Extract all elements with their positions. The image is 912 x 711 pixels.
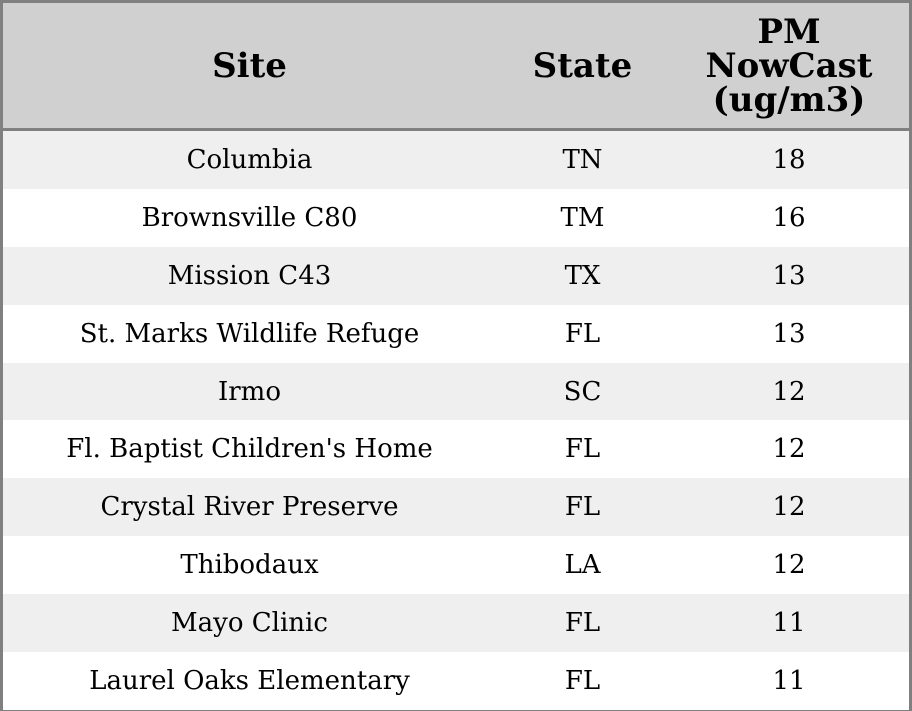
state-cell: FL — [564, 434, 601, 465]
pm-value-cell: 11 — [772, 608, 806, 639]
state-cell: SC — [563, 376, 602, 407]
site-cell: Laurel Oaks Elementary — [89, 665, 410, 696]
site-cell: Thibodaux — [180, 550, 319, 581]
pm-value-cell: 12 — [772, 434, 806, 465]
pm-value-cell: 18 — [772, 144, 806, 175]
state-cell: TM — [560, 202, 605, 233]
site-cell: Columbia — [186, 144, 313, 175]
state-cell: TN — [562, 144, 603, 175]
table-row: Columbia TN 18 — [3, 131, 909, 189]
pm-value-cell: 16 — [772, 202, 806, 233]
site-cell: Mission C43 — [167, 260, 332, 291]
site-cell: St. Marks Wildlife Refuge — [79, 318, 420, 349]
table-row: Thibodaux LA 12 — [3, 536, 909, 595]
column-header-state: State — [532, 45, 633, 86]
table-row: Mayo Clinic FL 11 — [3, 594, 909, 653]
column-header-pm-line2: NowCast — [705, 45, 873, 86]
pm-value-cell: 12 — [772, 492, 806, 523]
table-row: St. Marks Wildlife Refuge FL 13 — [3, 304, 909, 363]
site-cell: Fl. Baptist Children's Home — [66, 434, 433, 465]
table-row: Brownsville C80 TM 16 — [3, 188, 909, 247]
state-cell: FL — [564, 665, 601, 696]
state-cell: TX — [564, 260, 601, 291]
table-row: Crystal River Preserve FL 12 — [3, 478, 909, 537]
pm-value-cell: 12 — [772, 376, 806, 407]
table-body: Columbia TN 18 Brownsville C80 TM 16 Mis… — [3, 131, 909, 710]
site-cell: Crystal River Preserve — [100, 492, 399, 523]
state-cell: FL — [564, 492, 601, 523]
column-header-pm-line1: PM — [757, 11, 821, 52]
table-row: Irmo SC 12 — [3, 362, 909, 421]
table-row: Laurel Oaks Elementary FL 11 — [3, 652, 909, 710]
site-cell: Mayo Clinic — [171, 608, 328, 639]
column-header-pm-nowcast: PM NowCast (ug/m3) — [669, 3, 909, 128]
pm-value-cell: 13 — [772, 260, 806, 291]
pm-value-cell: 11 — [772, 665, 806, 696]
table-header: Site State PM NowCast (ug/m3) — [3, 3, 909, 131]
table-row: Fl. Baptist Children's Home FL 12 — [3, 420, 909, 479]
table-row: Mission C43 TX 13 — [3, 246, 909, 305]
column-header-pm-line3: (ug/m3) — [712, 79, 866, 120]
state-cell: FL — [564, 608, 601, 639]
state-cell: FL — [564, 318, 601, 349]
pm-value-cell: 12 — [772, 550, 806, 581]
site-cell: Irmo — [217, 376, 281, 407]
pm-value-cell: 13 — [772, 318, 806, 349]
site-cell: Brownsville C80 — [141, 202, 358, 233]
column-header-site: Site — [212, 45, 287, 86]
state-cell: LA — [564, 550, 601, 581]
